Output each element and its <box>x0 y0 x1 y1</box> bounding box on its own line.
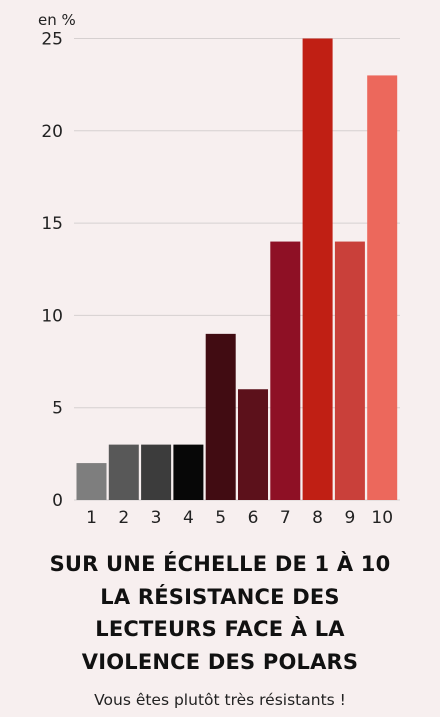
y-axis-unit-label: en % <box>38 11 76 29</box>
x-tick-label: 6 <box>248 508 259 528</box>
x-tick-label: 10 <box>371 508 393 528</box>
x-tick-label: 9 <box>344 508 355 528</box>
y-axis-ticks: 0 5 10 15 20 25 <box>41 30 63 512</box>
bar-5 <box>205 333 236 500</box>
bar-8 <box>302 38 333 500</box>
bar-3 <box>141 444 172 500</box>
bar-2 <box>108 444 139 500</box>
bar-4 <box>173 444 204 500</box>
x-tick-label: 8 <box>312 508 323 528</box>
x-tick-label: 7 <box>280 508 291 528</box>
y-tick-label: 0 <box>52 491 63 511</box>
x-tick-label: 4 <box>183 508 194 528</box>
bar-1 <box>76 463 107 500</box>
bar-10 <box>367 75 398 501</box>
bar-7 <box>270 241 301 500</box>
y-tick-label: 25 <box>41 30 63 50</box>
x-axis-ticks: 1 2 3 4 5 6 7 8 9 10 <box>86 508 393 528</box>
y-tick-label: 10 <box>41 306 63 326</box>
x-tick-label: 2 <box>118 508 129 528</box>
y-tick-label: 5 <box>52 399 63 419</box>
chart-subtitle: Vous êtes plutôt très résistants ! <box>94 691 346 709</box>
chart-title: SUR UNE ÉCHELLE DE 1 À 10 LA RÉSISTANCE … <box>49 552 391 674</box>
bar-6 <box>238 389 268 500</box>
y-tick-label: 20 <box>41 122 63 142</box>
x-tick-label: 5 <box>215 508 226 528</box>
bar-chart: 0 5 10 15 20 25 1 2 3 4 5 6 7 8 9 10 en % <box>38 11 400 528</box>
x-tick-label: 3 <box>151 508 162 528</box>
bars <box>76 38 398 501</box>
x-tick-label: 1 <box>86 508 97 528</box>
y-tick-label: 15 <box>41 214 63 234</box>
bar-9 <box>334 241 365 500</box>
